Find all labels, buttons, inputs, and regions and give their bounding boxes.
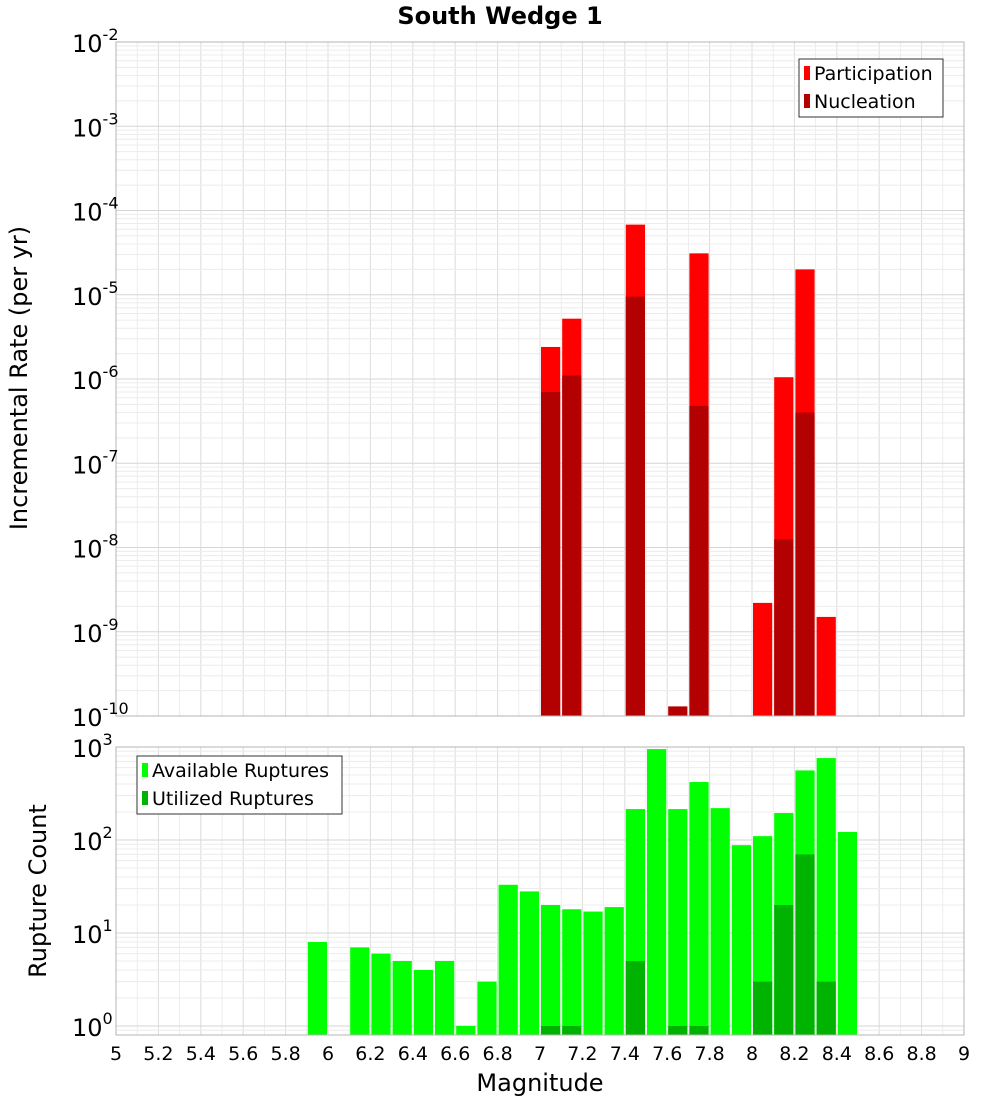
- top-bar: [625, 296, 645, 716]
- x-tick-label: 8.4: [822, 1043, 852, 1065]
- x-tick-label: 7.2: [567, 1043, 597, 1065]
- bottom-bar: [753, 981, 773, 1035]
- bottom-y-tick-label: 101: [72, 916, 113, 949]
- top-y-tick-label: 10-5: [72, 278, 119, 311]
- top-bar: [774, 539, 794, 716]
- bottom-bar: [795, 854, 815, 1035]
- top-bar: [816, 616, 836, 716]
- top-legend: Participation Nucleation: [798, 58, 944, 118]
- bottom-legend-swatch: [142, 791, 148, 805]
- top-legend-label: Nucleation: [814, 91, 916, 113]
- top-bar: [795, 412, 815, 716]
- bottom-bar: [498, 884, 518, 1035]
- top-y-tick-label: 10-8: [72, 531, 119, 564]
- top-y-tick-label: 10-9: [72, 615, 119, 648]
- top-plot-frame: [115, 41, 965, 717]
- bottom-legend: Available Ruptures Utilized Ruptures: [136, 755, 343, 815]
- bottom-bar: [647, 749, 667, 1035]
- x-tick-label: 6.6: [440, 1043, 470, 1065]
- x-tick-label: 5.6: [228, 1043, 258, 1065]
- top-series-nucleation: [541, 296, 815, 716]
- bottom-y-axis-title: Rupture Count: [24, 804, 52, 978]
- bottom-legend-swatch: [142, 763, 148, 777]
- bottom-bar: [583, 911, 603, 1035]
- bottom-plot-frame: [115, 746, 965, 1036]
- bottom-bar: [604, 907, 624, 1035]
- top-bar: [668, 706, 688, 716]
- bottom-bar: [392, 960, 412, 1035]
- bottom-bar: [519, 891, 539, 1035]
- top-legend-box: [798, 58, 944, 118]
- bottom-bar: [689, 1025, 709, 1035]
- bottom-bar: [350, 947, 370, 1035]
- bottom-bar: [816, 981, 836, 1035]
- bottom-bar: [668, 1025, 688, 1035]
- top-y-tick-label: 10-2: [72, 25, 119, 58]
- bottom-bar: [689, 782, 709, 1035]
- top-legend-swatch: [804, 66, 810, 80]
- top-bar: [689, 405, 709, 716]
- bottom-bar: [774, 904, 794, 1035]
- bottom-legend-label: Available Ruptures: [152, 760, 329, 782]
- x-tick-label: 7: [534, 1043, 546, 1065]
- bottom-series-utilized-ruptures: [541, 854, 836, 1035]
- x-axis-title: Magnitude: [476, 1069, 603, 1097]
- bottom-bar: [456, 1025, 476, 1035]
- x-tick-label: 5.8: [270, 1043, 300, 1065]
- bottom-bar: [816, 758, 836, 1035]
- bottom-bar: [371, 953, 391, 1035]
- x-tick-label: 8.6: [864, 1043, 894, 1065]
- bottom-bar: [710, 808, 730, 1035]
- top-legend-label: Participation: [814, 63, 933, 85]
- x-tick-label: 6: [322, 1043, 334, 1065]
- x-tick-label: 8: [746, 1043, 758, 1065]
- bottom-bar: [413, 969, 433, 1035]
- x-tick-label: 5.2: [143, 1043, 173, 1065]
- bottom-legend-box: [136, 755, 343, 815]
- top-y-tick-label: 10-4: [72, 194, 119, 227]
- bottom-bar: [307, 942, 327, 1035]
- bottom-bar: [837, 831, 857, 1035]
- x-tick-label: 7.6: [652, 1043, 682, 1065]
- x-tick-label: 7.8: [694, 1043, 724, 1065]
- top-y-tick-label: 10-3: [72, 109, 119, 142]
- bottom-bar: [477, 981, 497, 1035]
- top-bar: [541, 392, 561, 716]
- top-legend-swatch: [804, 94, 810, 108]
- top-y-axis-title: Incremental Rate (per yr): [5, 226, 33, 530]
- bottom-bar: [731, 845, 751, 1035]
- x-tick-label: 6.4: [398, 1043, 428, 1065]
- x-tick-label: 8.2: [779, 1043, 809, 1065]
- bottom-bar: [562, 909, 582, 1035]
- x-tick-label: 6.8: [482, 1043, 512, 1065]
- top-y-tick-label: 10-10: [72, 699, 129, 732]
- top-y-tick-label: 10-6: [72, 362, 119, 395]
- bottom-bar: [541, 1025, 561, 1035]
- bottom-bar: [541, 904, 561, 1035]
- top-bar: [753, 602, 773, 716]
- bottom-bar: [562, 1025, 582, 1035]
- x-tick-label: 7.4: [610, 1043, 640, 1065]
- x-tick-label: 8.8: [906, 1043, 936, 1065]
- bottom-y-tick-label: 103: [72, 730, 113, 763]
- bottom-bar: [668, 809, 688, 1035]
- x-tick-label: 6.2: [355, 1043, 385, 1065]
- x-tick-label: 9: [958, 1043, 970, 1065]
- bottom-y-tick-label: 102: [72, 823, 113, 856]
- bottom-y-tick-label: 100: [72, 1009, 113, 1042]
- chart-title: South Wedge 1: [397, 2, 602, 30]
- bottom-legend-label: Utilized Ruptures: [152, 788, 314, 810]
- top-bar: [562, 375, 582, 716]
- bottom-bar: [625, 960, 645, 1035]
- x-tick-label: 5: [110, 1043, 122, 1065]
- x-tick-label: 5.4: [186, 1043, 216, 1065]
- top-grid: [115, 42, 965, 717]
- bottom-bar: [435, 960, 455, 1035]
- top-y-tick-label: 10-7: [72, 446, 119, 479]
